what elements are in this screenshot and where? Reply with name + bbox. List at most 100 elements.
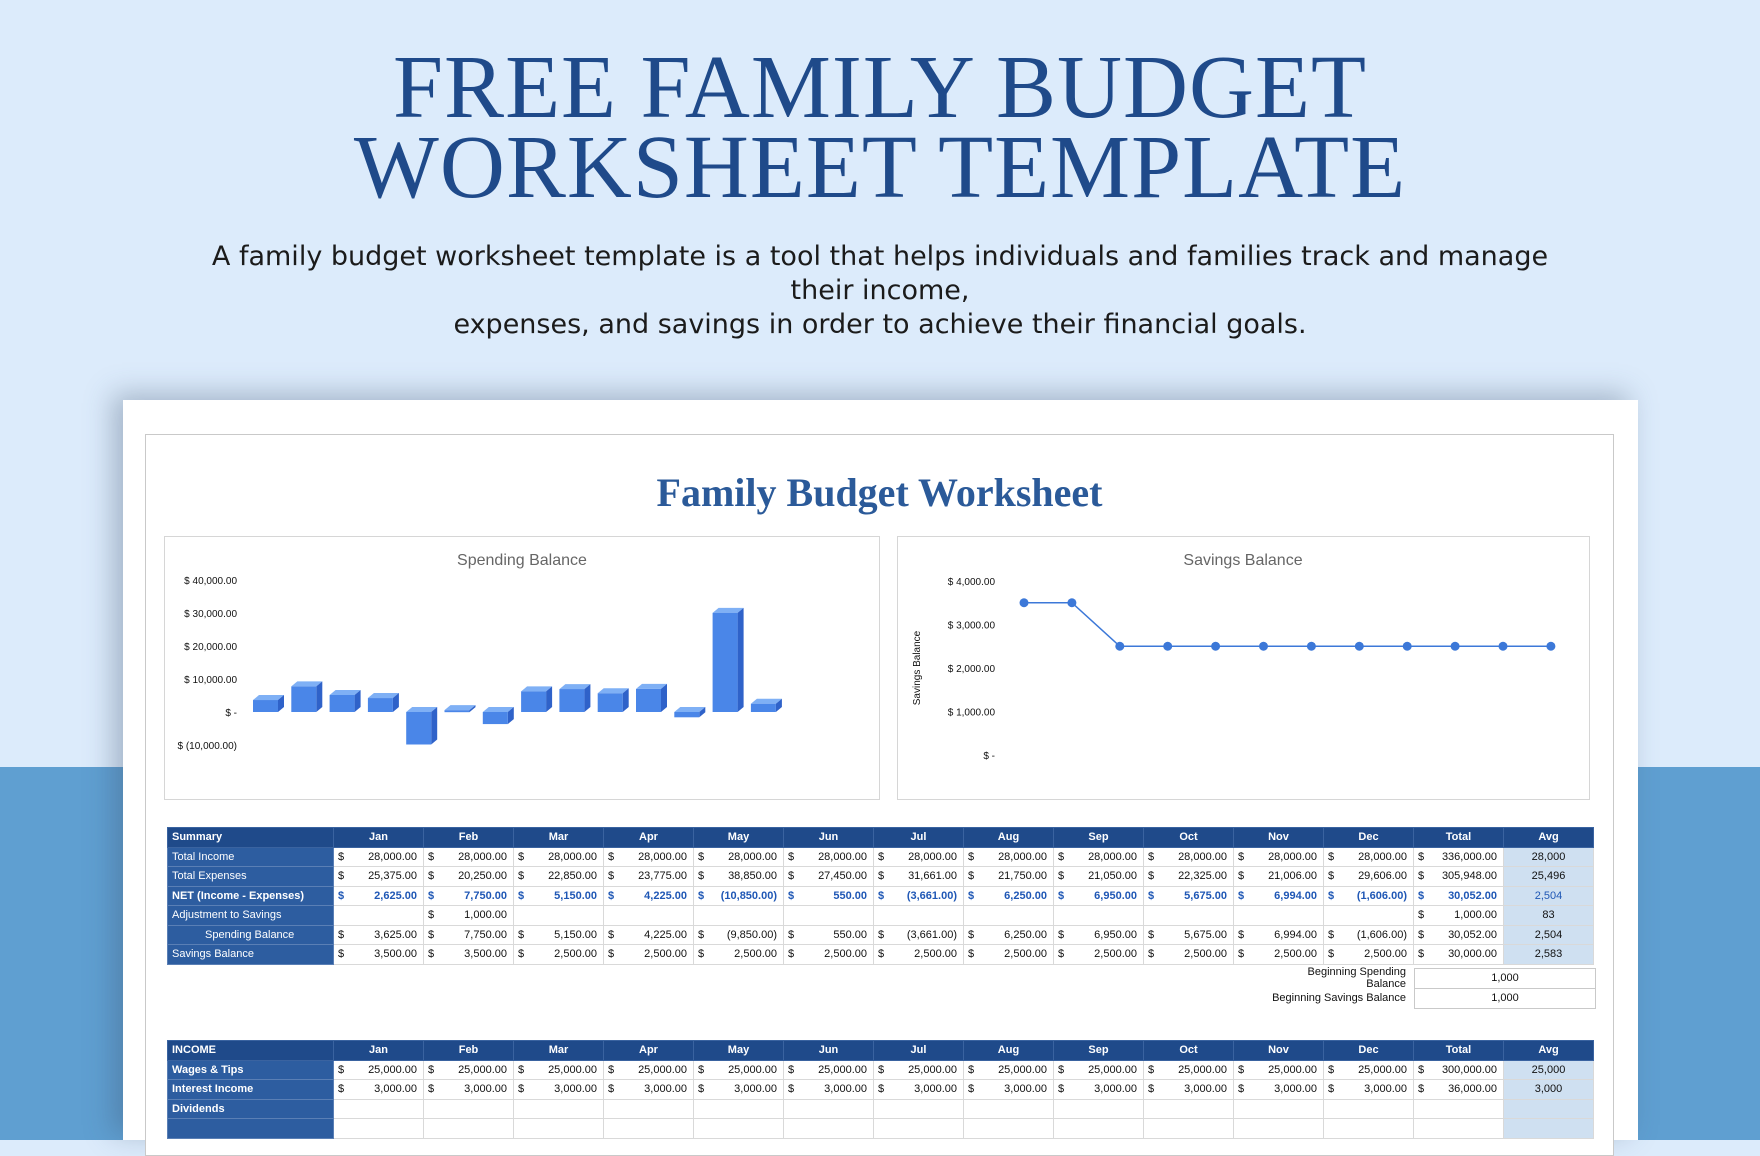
total-cell[interactable]: $336,000.00 [1413,846,1504,867]
month-cell[interactable] [423,1118,514,1139]
avg-cell[interactable]: 28,000 [1503,846,1594,867]
total-cell[interactable]: $30,052.00 [1413,885,1504,906]
month-cell[interactable]: $25,000.00 [603,1059,694,1080]
month-cell[interactable] [423,1098,514,1119]
month-cell[interactable] [1233,905,1324,926]
month-cell[interactable] [1233,1098,1324,1119]
month-cell[interactable]: $550.00 [783,885,874,906]
month-cell[interactable]: $21,050.00 [1053,866,1144,887]
month-cell[interactable]: $25,000.00 [513,1059,604,1080]
total-cell[interactable]: $1,000.00 [1413,905,1504,926]
month-cell[interactable] [1143,1098,1234,1119]
month-cell[interactable]: $5,675.00 [1143,885,1234,906]
total-cell[interactable]: $300,000.00 [1413,1059,1504,1080]
month-cell[interactable] [693,905,784,926]
total-cell[interactable]: $305,948.00 [1413,866,1504,887]
beginning-spending-field[interactable]: 1,000 [1414,967,1596,989]
month-cell[interactable]: $7,750.00 [423,924,514,945]
month-cell[interactable]: $6,950.00 [1053,924,1144,945]
month-cell[interactable]: $20,250.00 [423,866,514,887]
month-cell[interactable] [603,1118,694,1139]
month-cell[interactable]: $28,000.00 [1143,846,1234,867]
month-cell[interactable]: $2,500.00 [1233,944,1324,965]
month-cell[interactable]: $6,994.00 [1233,885,1324,906]
beginning-savings-field[interactable]: 1,000 [1414,987,1596,1009]
month-cell[interactable] [963,1118,1054,1139]
month-cell[interactable] [693,1098,784,1119]
month-cell[interactable] [873,1118,964,1139]
month-cell[interactable]: $2,500.00 [693,944,784,965]
month-cell[interactable]: $3,000.00 [1143,1079,1234,1100]
month-cell[interactable]: $3,500.00 [423,944,514,965]
total-cell[interactable]: $36,000.00 [1413,1079,1504,1100]
month-cell[interactable]: $3,500.00 [333,944,424,965]
month-cell[interactable]: $25,000.00 [963,1059,1054,1080]
month-cell[interactable]: $25,000.00 [1233,1059,1324,1080]
avg-cell[interactable] [1503,1098,1594,1119]
month-cell[interactable]: $2,500.00 [1323,944,1414,965]
month-cell[interactable]: $ (10,850.00) [693,885,784,906]
month-cell[interactable] [963,1098,1054,1119]
month-cell[interactable]: $31,661.00 [873,866,964,887]
month-cell[interactable]: $28,000.00 [333,846,424,867]
month-cell[interactable] [333,1098,424,1119]
month-cell[interactable]: $5,150.00 [513,924,604,945]
month-cell[interactable]: $3,000.00 [783,1079,874,1100]
month-cell[interactable]: $1,000.00 [423,905,514,926]
month-cell[interactable]: $5,675.00 [1143,924,1234,945]
month-cell[interactable]: $2,500.00 [783,944,874,965]
month-cell[interactable] [1053,905,1144,926]
month-cell[interactable]: $38,850.00 [693,866,784,887]
month-cell[interactable]: $2,500.00 [1053,944,1144,965]
month-cell[interactable]: $ (1,606.00) [1323,924,1414,945]
month-cell[interactable]: $4,225.00 [603,885,694,906]
month-cell[interactable]: $2,500.00 [513,944,604,965]
month-cell[interactable]: $2,625.00 [333,885,424,906]
month-cell[interactable] [1323,905,1414,926]
month-cell[interactable]: $3,000.00 [603,1079,694,1100]
month-cell[interactable]: $3,000.00 [693,1079,784,1100]
month-cell[interactable] [963,905,1054,926]
month-cell[interactable]: $21,006.00 [1233,866,1324,887]
month-cell[interactable]: $ (1,606.00) [1323,885,1414,906]
month-cell[interactable]: $4,225.00 [603,924,694,945]
month-cell[interactable]: $28,000.00 [1233,846,1324,867]
month-cell[interactable] [1053,1098,1144,1119]
month-cell[interactable] [873,905,964,926]
month-cell[interactable]: $ (3,661.00) [873,924,964,945]
month-cell[interactable] [693,1118,784,1139]
month-cell[interactable]: $25,000.00 [783,1059,874,1080]
month-cell[interactable]: $6,950.00 [1053,885,1144,906]
month-cell[interactable] [603,1098,694,1119]
avg-cell[interactable]: 25,496 [1503,866,1594,887]
month-cell[interactable] [513,1118,604,1139]
month-cell[interactable]: $22,325.00 [1143,866,1234,887]
avg-cell[interactable]: 2,504 [1503,924,1594,945]
month-cell[interactable]: $22,850.00 [513,866,604,887]
avg-cell[interactable]: 2,583 [1503,944,1594,965]
month-cell[interactable] [333,1118,424,1139]
month-cell[interactable]: $ (9,850.00) [693,924,784,945]
total-cell[interactable] [1413,1118,1504,1139]
month-cell[interactable]: $3,000.00 [873,1079,964,1100]
month-cell[interactable] [513,905,604,926]
month-cell[interactable]: $29,606.00 [1323,866,1414,887]
month-cell[interactable]: $3,000.00 [1053,1079,1144,1100]
month-cell[interactable] [603,905,694,926]
month-cell[interactable]: $6,994.00 [1233,924,1324,945]
avg-cell[interactable]: 2,504 [1503,885,1594,906]
month-cell[interactable]: $28,000.00 [693,846,784,867]
month-cell[interactable]: $28,000.00 [963,846,1054,867]
month-cell[interactable] [1323,1118,1414,1139]
month-cell[interactable]: $3,000.00 [1323,1079,1414,1100]
month-cell[interactable]: $28,000.00 [1053,846,1144,867]
month-cell[interactable]: $2,500.00 [963,944,1054,965]
month-cell[interactable]: $3,000.00 [423,1079,514,1100]
month-cell[interactable]: $6,250.00 [963,924,1054,945]
avg-cell[interactable]: 25,000 [1503,1059,1594,1080]
month-cell[interactable]: $28,000.00 [603,846,694,867]
month-cell[interactable]: $3,625.00 [333,924,424,945]
month-cell[interactable]: $28,000.00 [873,846,964,867]
month-cell[interactable]: $2,500.00 [1143,944,1234,965]
month-cell[interactable]: $27,450.00 [783,866,874,887]
